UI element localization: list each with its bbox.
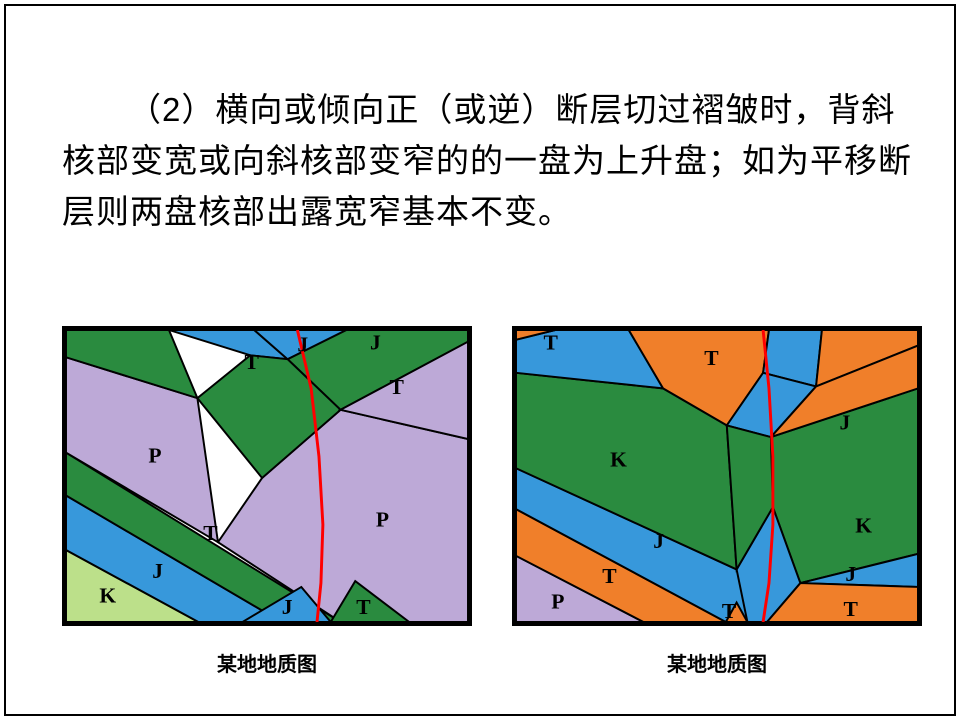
label-J2: J (297, 332, 308, 356)
outer-frame: （2）横向或倾向正（或逆）断层切过褶皱时，背斜核部变宽或向斜核部变窄的的一盘为上… (4, 4, 956, 716)
label-J3: J (282, 595, 293, 619)
right-map-box: PTJKJTTKJTT (512, 326, 922, 626)
label-T4: T (843, 597, 857, 621)
label-J1: J (653, 529, 664, 553)
right-map-panel: PTJKJTTKJTT 某地地质图 (512, 326, 922, 666)
maps-row: KJTPTJJTPJT 某地地质图 PTJKJTTKJTT 某地地质图 (62, 326, 922, 666)
label-T1: T (602, 564, 616, 588)
label-T2: T (244, 350, 258, 374)
right-map-caption: 某地地质图 (512, 648, 922, 677)
left-map-panel: KJTPTJJTPJT 某地地质图 (62, 326, 472, 666)
paragraph-text: （2）横向或倾向正（或逆）断层切过褶皱时，背斜核部变宽或向斜核部变窄的的一盘为上… (62, 91, 912, 230)
label-P1: P (148, 443, 161, 467)
right-map-svg: PTJKJTTKJTT (516, 330, 918, 622)
left-map-svg: KJTPTJJTPJT (66, 330, 468, 622)
label-T5: T (356, 595, 370, 619)
label-J1: J (152, 559, 163, 583)
label-J4: J (845, 562, 856, 586)
label-T1: T (203, 521, 217, 545)
label-K2: K (855, 514, 872, 538)
label-T2: T (543, 331, 557, 355)
label-T3: T (390, 375, 404, 399)
label-K1: K (610, 447, 627, 471)
label-P: P (551, 589, 564, 613)
label-P2: P (376, 508, 389, 532)
left-map-caption: 某地地质图 (62, 648, 472, 677)
label-T2b: T (704, 346, 718, 370)
label-T4b: T (722, 599, 736, 622)
label-J2b: J (370, 331, 381, 355)
label-K: K (99, 584, 116, 608)
left-map-box: KJTPTJJTPJT (62, 326, 472, 626)
label-J2: J (840, 410, 851, 434)
description-paragraph: （2）横向或倾向正（或逆）断层切过褶皱时，背斜核部变宽或向斜核部变窄的的一盘为上… (62, 84, 912, 237)
